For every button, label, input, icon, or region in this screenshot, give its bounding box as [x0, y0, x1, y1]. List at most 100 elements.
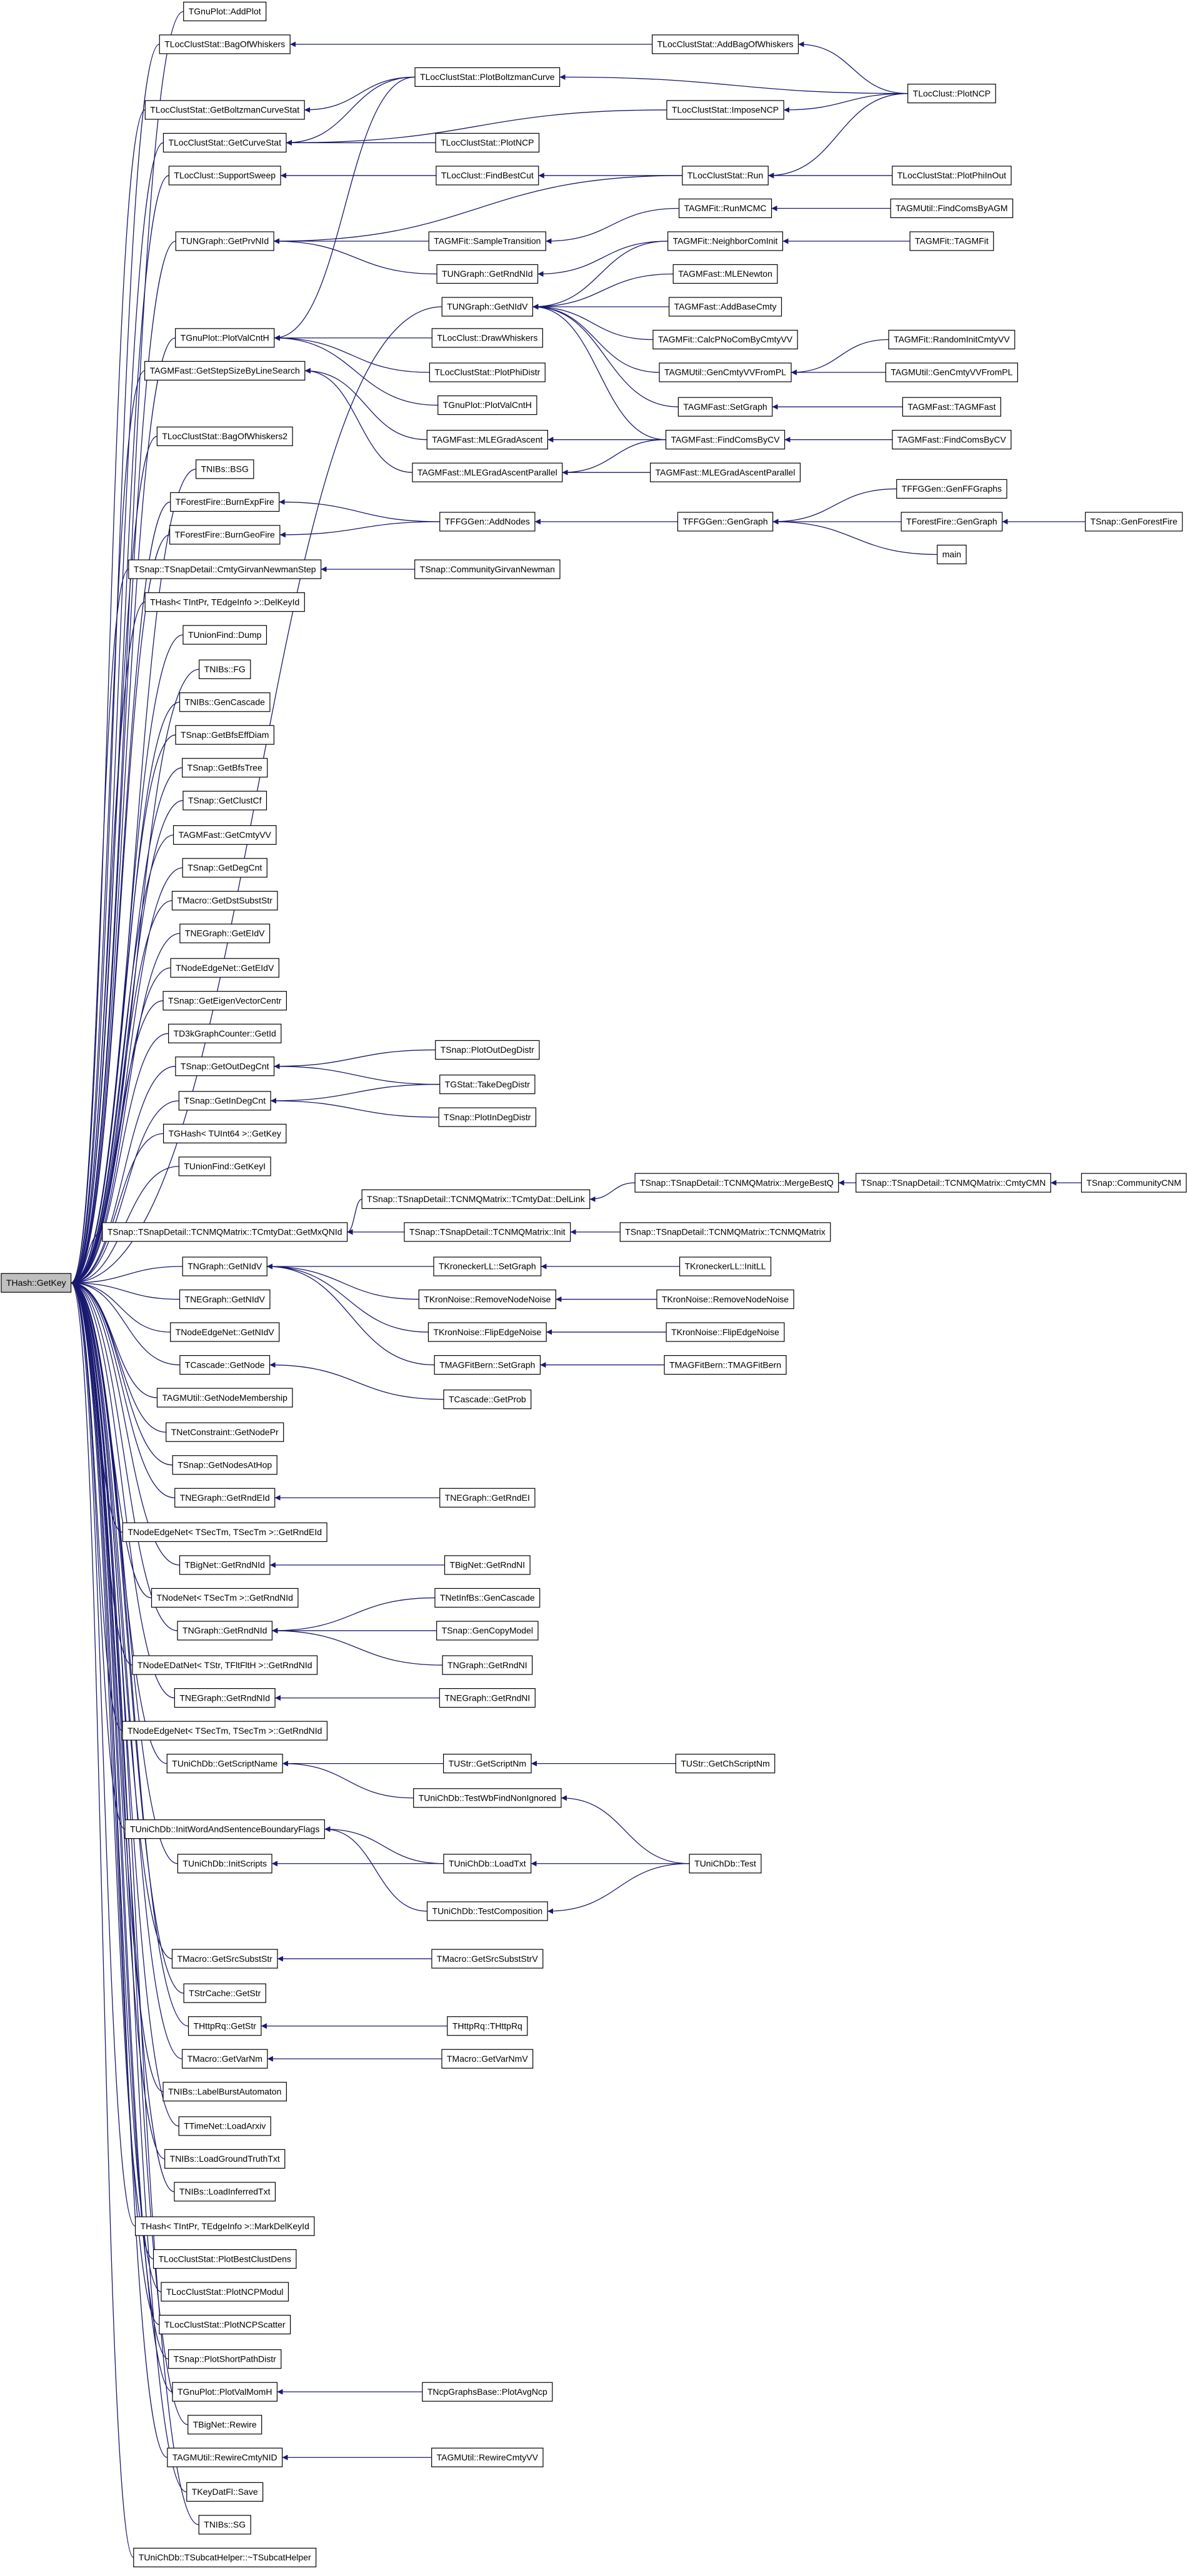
graph-node: [439, 1488, 536, 1508]
node-label: TLocClustStat::PlotPhiDistr: [434, 367, 540, 377]
graph-node: [162, 2082, 287, 2102]
graph-node: [435, 132, 540, 153]
call-edge: [772, 519, 937, 555]
node-label: TNIBs::FG: [204, 664, 246, 674]
node-label: TCascade::GetNode: [185, 1360, 265, 1370]
node-label: TGHash< TUInt64 >::GetKey: [169, 1128, 281, 1138]
node-label: THash< TIntPr, TEdgeInfo >::DelKeyId: [150, 597, 299, 607]
graph-node: [122, 1721, 328, 1741]
node-label: TSnap::CommunityCNM: [1087, 1178, 1182, 1188]
call-edge: [286, 76, 416, 146]
node-label: TGnuPlot::PlotValMomH: [177, 2387, 272, 2397]
node-label: TKroneckerLL::SetGraph: [439, 1261, 536, 1271]
graph-node: [174, 2182, 276, 2202]
graph-node: [426, 1901, 548, 1921]
graph-node: [436, 1621, 539, 1641]
graph-node: [172, 1455, 277, 1475]
graph-node: [664, 1355, 787, 1375]
call-edge: [71, 370, 145, 1286]
node-label: TForestFire::BurnExpFire: [176, 497, 274, 507]
node-label: TNIBs::SG: [204, 2520, 246, 2530]
graph-node: [892, 430, 1012, 450]
graph-node: [677, 397, 773, 417]
node-label: TNetInfBs::GenCascade: [440, 1593, 535, 1603]
graph-node: [187, 2415, 262, 2435]
call-edge: [71, 534, 170, 1286]
call-edge: [784, 93, 908, 113]
node-label: TAGMUtil::RewireCmtyNID: [172, 2452, 277, 2462]
graph-node: [427, 1322, 547, 1342]
node-label: TNEGraph::GetNIdV: [185, 1294, 266, 1304]
node-label: TAGMUtil::GetNodeMembership: [162, 1393, 287, 1403]
graph-node: [134, 2216, 315, 2236]
call-edge: [71, 1280, 175, 1498]
call-edge: [71, 1280, 180, 1366]
graph-node: [175, 328, 275, 348]
node-label: TNIBs::LoadGroundTruthTxt: [170, 2154, 280, 2164]
graph-node: [171, 1949, 278, 1969]
node-label: TKronNoise::FlipEdgeNoise: [671, 1327, 779, 1337]
call-edge: [286, 109, 667, 146]
graph-node: [434, 1588, 541, 1608]
call-edge: [274, 76, 416, 341]
node-label: TKronNoise::FlipEdgeNoise: [433, 1327, 541, 1337]
graph-node: [182, 790, 267, 810]
graph-node: [170, 492, 280, 512]
call-edge: [267, 1263, 429, 1333]
graph-node: [102, 1222, 348, 1242]
call-edge: [324, 1826, 444, 1864]
graph-node: [361, 1189, 591, 1209]
node-label: TNGraph::GetNIdV: [187, 1261, 262, 1271]
call-edge: [791, 339, 889, 375]
call-edge: [71, 967, 171, 1286]
call-edge: [532, 304, 666, 440]
call-edge: [546, 207, 679, 244]
graph-node: [144, 100, 305, 120]
node-label: TAGMFast::GetStepSizeByLineSearch: [150, 366, 300, 375]
graph-node: [168, 2349, 282, 2369]
graph-node: [159, 2315, 291, 2335]
node-label: TKronNoise::RemoveNodeNoise: [662, 1294, 789, 1304]
call-edge: [71, 1000, 164, 1286]
node-label: TSnap::GetInDegCnt: [184, 1096, 266, 1106]
graph-node: [447, 2016, 528, 2036]
graph-node: [669, 297, 782, 317]
node-label: TLocClustStat::Run: [687, 171, 763, 181]
graph-node: [179, 692, 271, 712]
call-edge: [71, 109, 146, 1286]
graph-node: [162, 132, 287, 153]
graph-node: [675, 1754, 776, 1774]
node-label: TNIBs::BSG: [201, 464, 249, 474]
graph-node: [414, 559, 561, 579]
call-edge: [267, 1263, 435, 1366]
node-label: TAGMFit::TAGMFit: [915, 236, 989, 246]
call-edge: [271, 1098, 439, 1118]
graph-node: [156, 426, 293, 447]
node-label: TTimeNet::LoadArxiv: [184, 2121, 266, 2131]
node-label: TSnap::GetBfsTree: [187, 763, 262, 773]
node-label: THttpRq::GetStr: [194, 2021, 257, 2031]
call-edge: [71, 601, 146, 1286]
node-label: TNodeEdgeNet< TSecTm, TSecTm >::GetRndEI…: [127, 1527, 322, 1537]
graph-node: [175, 231, 274, 251]
graph-node: [133, 2547, 317, 2568]
node-label: TUnionFind::GetKeyI: [184, 1161, 266, 1171]
call-edge: [71, 1280, 167, 2458]
graph-node: [164, 2149, 286, 2169]
node-label: TAGMUtil::FindComsByAGM: [896, 203, 1007, 213]
node-label: TUnionFind::Dump: [188, 630, 262, 640]
node-label: TUStr::GetChScriptNm: [681, 1758, 769, 1768]
call-edge: [71, 1280, 171, 1333]
graph-node: [181, 2049, 268, 2069]
node-label: TAGMFast::TAGMFast: [907, 402, 996, 412]
call-edge: [71, 1280, 180, 1566]
graph-node: [156, 1388, 293, 1408]
node-label: TUniChDb::TSubcatHelper::~TSubcatHelper: [139, 2552, 311, 2562]
node-label: TLocClustStat::PlotBestClustDens: [159, 2254, 291, 2264]
node-label: TUNGraph::GetNIdV: [447, 302, 528, 312]
graph-node: [892, 166, 1012, 186]
call-edge: [304, 367, 412, 473]
call-edge: [71, 1280, 154, 2260]
call-edge: [71, 734, 176, 1286]
